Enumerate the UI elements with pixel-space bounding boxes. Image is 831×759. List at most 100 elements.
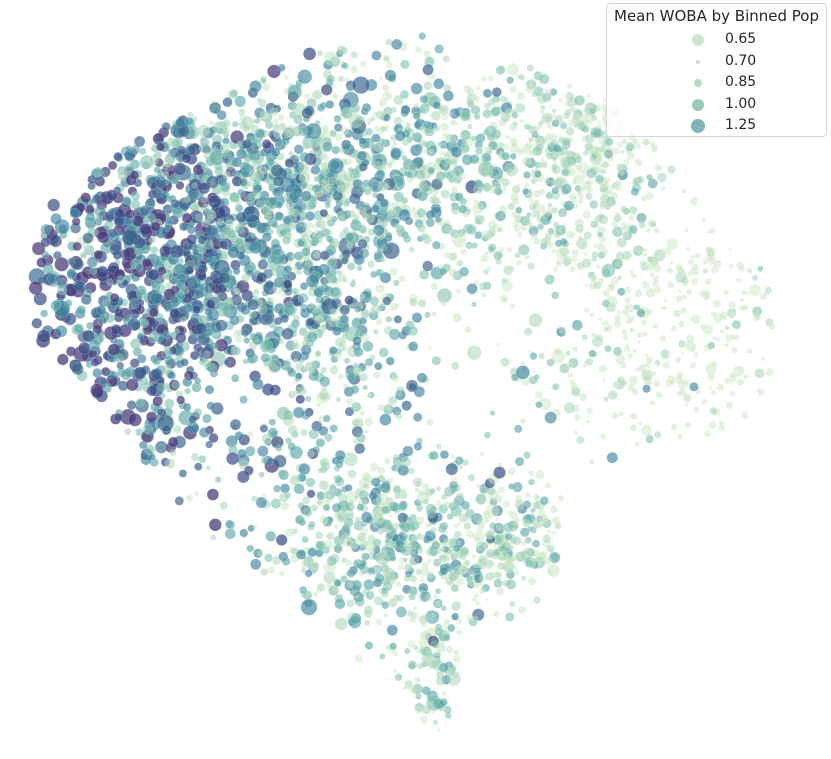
scatter-point: [716, 383, 725, 392]
scatter-point: [712, 312, 724, 324]
scatter-point: [534, 170, 542, 178]
scatter-point: [502, 560, 516, 574]
scatter-point: [40, 237, 51, 248]
scatter-point: [512, 481, 523, 493]
scatter-point: [337, 75, 345, 83]
legend-entry: 0.65: [607, 29, 826, 51]
scatter-point: [445, 133, 456, 144]
scatter-point: [450, 583, 460, 593]
scatter-point: [334, 449, 346, 461]
scatter-point: [47, 273, 59, 285]
scatter-point: [660, 351, 670, 361]
scatter-point: [516, 91, 526, 101]
scatter-point: [303, 508, 313, 518]
scatter-point: [621, 138, 628, 145]
scatter-point: [685, 246, 691, 252]
scatter-point: [474, 147, 484, 156]
scatter-point: [344, 406, 355, 417]
scatter-point: [449, 107, 461, 120]
scatter-point: [394, 673, 403, 682]
scatter-point: [485, 529, 496, 540]
scatter-point: [383, 457, 392, 465]
scatter-point: [421, 622, 427, 629]
scatter-point: [540, 157, 545, 162]
scatter-point: [183, 250, 193, 260]
scatter-point: [701, 217, 707, 222]
scatter-point: [583, 306, 590, 314]
scatter-point: [475, 85, 482, 91]
scatter-point: [347, 469, 357, 479]
scatter-point: [512, 536, 522, 546]
scatter-point: [358, 137, 367, 146]
scatter-point: [416, 223, 427, 233]
scatter-point: [255, 496, 268, 509]
scatter-point: [647, 380, 653, 387]
scatter-point: [397, 502, 408, 512]
scatter-point: [205, 299, 216, 310]
scatter-point: [284, 124, 298, 138]
scatter-point: [434, 157, 443, 166]
scatter-point: [498, 545, 506, 553]
scatter-point: [269, 229, 275, 235]
scatter-point: [218, 240, 229, 250]
scatter-point: [401, 400, 412, 411]
scatter-point: [155, 283, 167, 295]
scatter-point: [542, 534, 552, 544]
scatter-point: [106, 369, 116, 379]
scatter-point: [315, 402, 322, 408]
scatter-point: [375, 551, 390, 566]
scatter-point: [217, 283, 228, 294]
scatter-point: [409, 206, 418, 215]
scatter-point: [532, 369, 536, 374]
scatter-point: [386, 404, 392, 410]
scatter-point: [398, 209, 411, 222]
scatter-point: [571, 179, 578, 185]
scatter-point: [457, 464, 464, 471]
scatter-point: [665, 379, 674, 388]
scatter-point: [419, 630, 427, 638]
scatter-point: [97, 231, 110, 244]
scatter-point: [439, 566, 449, 576]
scatter-point: [546, 563, 561, 578]
scatter-point: [359, 409, 366, 416]
scatter-point: [444, 629, 450, 634]
scatter-point: [328, 214, 335, 220]
scatter-point: [425, 594, 433, 602]
scatter-point: [677, 339, 687, 349]
scatter-point: [408, 162, 418, 172]
scatter-point: [566, 362, 573, 369]
scatter-point: [358, 185, 366, 194]
scatter-point: [328, 493, 334, 499]
scatter-point: [559, 121, 568, 130]
scatter-point: [519, 417, 527, 425]
scatter-point: [438, 503, 449, 514]
scatter-point: [135, 398, 145, 408]
scatter-point: [436, 727, 441, 732]
scatter-point: [446, 623, 456, 633]
scatter-point: [724, 334, 733, 343]
scatter-point: [425, 217, 435, 228]
scatter-point: [414, 46, 423, 54]
scatter-point: [666, 164, 676, 175]
scatter-point: [319, 208, 329, 218]
scatter-point: [604, 324, 613, 333]
scatter-point: [397, 512, 409, 524]
scatter-point: [653, 264, 663, 274]
scatter-point: [719, 329, 725, 335]
scatter-point: [531, 209, 541, 219]
legend-label: 0.70: [725, 52, 757, 69]
scatter-point: [401, 154, 408, 162]
scatter-point: [306, 317, 315, 327]
scatter-point: [304, 395, 312, 403]
scatter-point: [453, 565, 466, 578]
scatter-point: [431, 310, 438, 318]
scatter-point: [421, 148, 428, 155]
scatter-point: [399, 522, 408, 531]
scatter-point: [294, 387, 302, 395]
scatter-point: [501, 296, 509, 304]
scatter-point: [705, 251, 716, 262]
scatter-point: [50, 213, 62, 225]
scatter-point: [290, 350, 302, 363]
scatter-point: [692, 406, 700, 414]
scatter-point: [205, 464, 212, 471]
